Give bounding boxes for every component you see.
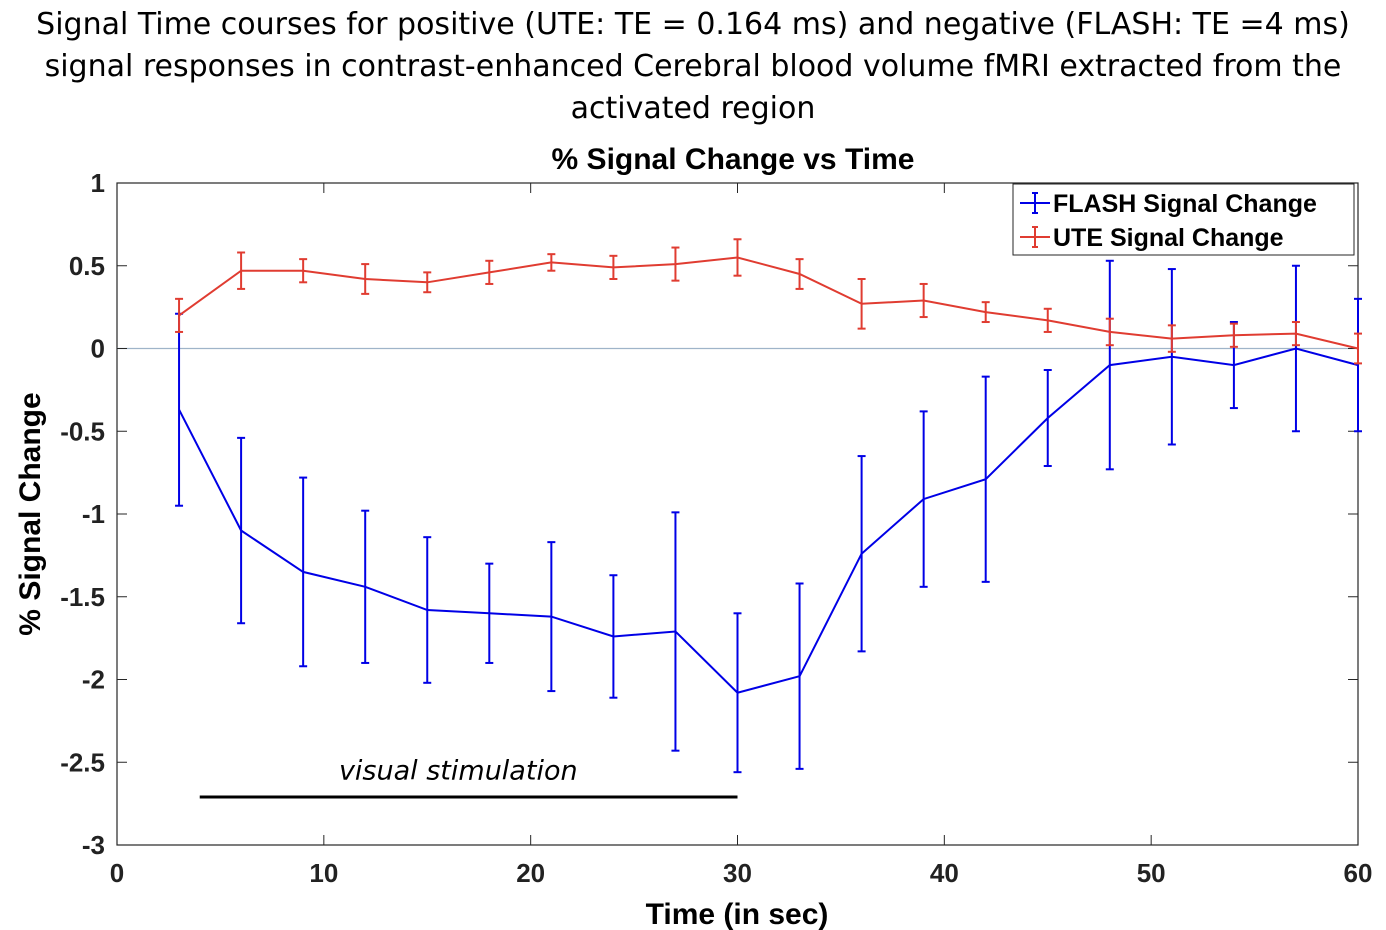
- ute-series-line: [178, 256, 1359, 350]
- chart-title: % Signal Change vs Time: [552, 143, 915, 176]
- y-tick-label: -0.5: [60, 416, 105, 446]
- x-tick-label: 30: [723, 858, 752, 888]
- ute-series: [175, 238, 1362, 365]
- y-tick-label: 0: [91, 334, 105, 364]
- suptitle-line-3: activated region: [570, 91, 816, 126]
- annotation-layer: visual stimulation: [199, 756, 738, 799]
- y-tick-label: -2.5: [60, 747, 105, 777]
- suptitle-line-1: Signal Time courses for positive (UTE: T…: [36, 7, 1350, 42]
- x-axis-label: Time (in sec): [646, 898, 829, 930]
- y-tick-label: -1: [82, 499, 105, 529]
- flash-series-line: [178, 347, 1359, 694]
- x-tick-label: 60: [1344, 858, 1373, 888]
- y-tick-label: -2: [82, 665, 105, 695]
- legend-ute-label: UTE Signal Change: [1053, 224, 1284, 252]
- y-tick-label: 0.5: [69, 251, 105, 281]
- x-tick-label: 20: [516, 858, 545, 888]
- y-tick-label: -1.5: [60, 582, 105, 612]
- x-tick-label: 0: [110, 858, 124, 888]
- x-tick-label: 10: [309, 858, 338, 888]
- x-axis: 0 10 20 30 40 50 60: [110, 183, 1373, 888]
- y-axis: 1 0.5 0 -0.5 -1 -1.5 -2 -2.5 -3: [60, 168, 1358, 860]
- stimulation-label: visual stimulation: [339, 756, 578, 787]
- x-tick-label: 50: [1137, 858, 1166, 888]
- y-tick-label: -3: [82, 830, 105, 860]
- figure-suptitle: Signal Time courses for positive (UTE: T…: [0, 4, 1386, 130]
- legend: FLASH Signal Change UTE Signal Change: [1012, 183, 1355, 256]
- legend-flash-label: FLASH Signal Change: [1053, 190, 1317, 218]
- y-axis-label: % Signal Change: [14, 392, 47, 635]
- series-layer: [175, 238, 1362, 774]
- x-tick-label: 40: [930, 858, 959, 888]
- legend-box: [1012, 183, 1355, 256]
- y-tick-label: 1: [91, 168, 105, 198]
- suptitle-line-2: signal responses in contrast-enhanced Ce…: [44, 49, 1342, 84]
